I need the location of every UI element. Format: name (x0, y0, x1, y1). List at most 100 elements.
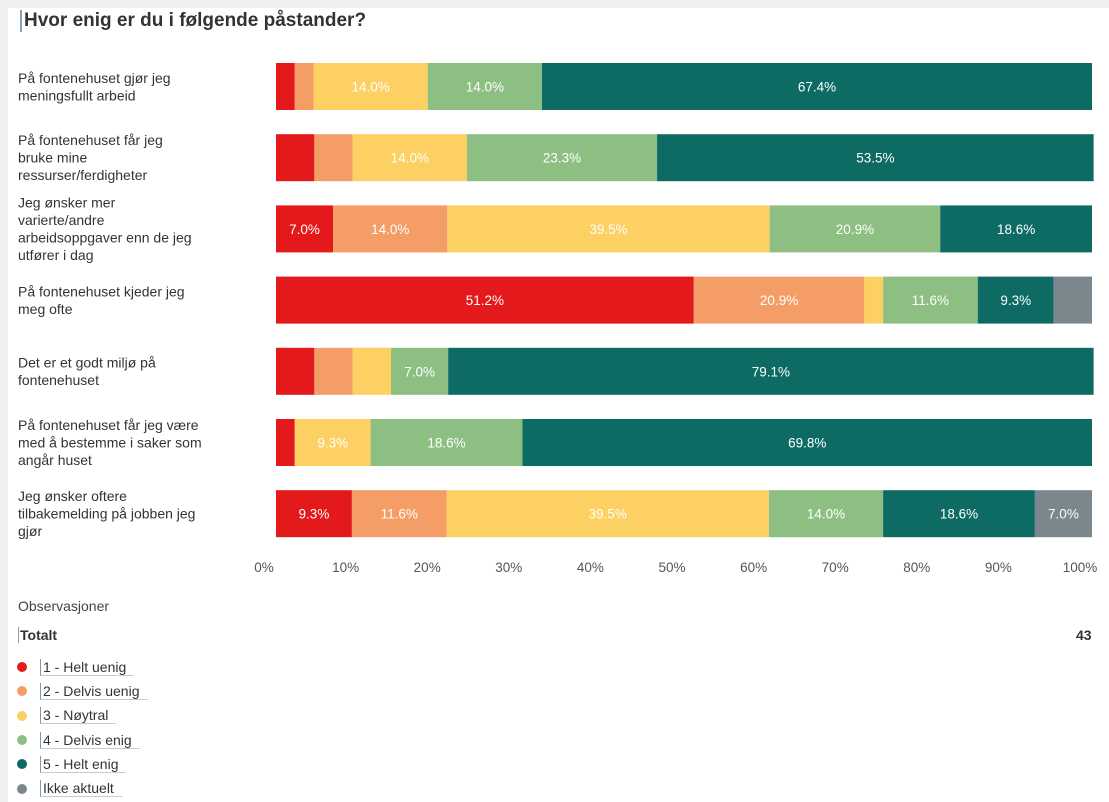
bar-value-label: 7.0% (404, 364, 435, 379)
bar-segment (351, 490, 447, 538)
bar-value-label: 14.0% (352, 80, 390, 95)
bar-value-label: 20.9% (760, 293, 798, 308)
bar-value-label: 11.6% (381, 507, 418, 522)
legend-item: Ikke aktuelt (17, 776, 148, 800)
legend-label: Ikke aktuelt (40, 780, 122, 798)
bar-value-label: 9.3% (317, 436, 348, 451)
bar-segment (370, 419, 523, 466)
bar-value-label: 53.5% (856, 151, 894, 166)
x-tick-label: 30% (495, 560, 522, 575)
bar-value-label: 9.3% (1000, 293, 1031, 308)
legend-color-dot (17, 783, 27, 794)
row-label: Jeg ønsker mer varierte/andre arbeidsoppga… (18, 195, 192, 264)
x-tick-label: 100% (1063, 560, 1098, 575)
row-label: Det er et godt miljø på fontenehuset (18, 355, 156, 389)
legend-item: 5 - Helt enig (17, 752, 148, 776)
legend-color-dot (17, 710, 27, 721)
legend-item: 2 - Delvis uenig (17, 679, 148, 703)
bar-value-label: 11.6% (912, 293, 949, 308)
bar-row: På fontenehuset gjør jeg meningsfullt arb… (18, 63, 1092, 110)
legend-label: 5 - Helt enig (40, 755, 127, 773)
bar-row: På fontenehuset kjeder jeg meg ofte 51.2% 2… (18, 276, 1092, 324)
bar-segment (446, 490, 769, 538)
legend-color-dot (17, 759, 27, 770)
x-tick-label: 70% (822, 560, 849, 575)
bar-segment (276, 205, 334, 253)
bar-value-label: 79.1% (752, 364, 790, 379)
bar-segment (276, 490, 352, 538)
legend-color-dot (17, 686, 27, 697)
observations-heading: Observasjoner (18, 598, 110, 614)
bar-segment (314, 347, 353, 395)
stacked-bar-chart: På fontenehuset gjør jeg meningsfullt arb… (18, 63, 1098, 575)
bar-segment (883, 276, 978, 324)
bar-segment (314, 134, 353, 182)
bar-segment (276, 134, 315, 182)
row-label: På fontenehuset får jeg bruke mine ressurs… (18, 132, 163, 183)
bar-segment (391, 347, 449, 395)
legend: 1 - Helt uenig 2 - Delvis uenig 3 - Nøytra… (17, 655, 148, 801)
legend-item: 1 - Helt uenig (17, 655, 148, 679)
bar-segment (522, 419, 1092, 466)
bar-value-label: 14.0% (466, 80, 504, 95)
bar-segment (276, 419, 295, 466)
row-label: På fontenehuset kjeder jeg meg ofte (18, 283, 185, 317)
chart-title: Hvor enig er du i følgende påstander? (20, 10, 366, 32)
bar-value-label: 18.6% (427, 436, 465, 451)
bar-segment (1034, 490, 1092, 538)
bar-value-label: 51.2% (466, 293, 504, 308)
bar-segment (657, 134, 1094, 182)
bar-segment (864, 276, 884, 324)
x-tick-label: 90% (985, 560, 1012, 575)
bar-segment (883, 490, 1035, 538)
bar-value-label: 9.3% (299, 507, 330, 522)
legend-item: 3 - Nøytral (17, 704, 148, 728)
bar-segment (447, 205, 770, 253)
legend-label: 4 - Delvis enig (40, 731, 140, 749)
bar-segment (427, 63, 543, 110)
bar-segment (769, 205, 941, 253)
legend-label: 3 - Nøytral (40, 707, 117, 725)
bar-value-label: 67.4% (798, 80, 836, 95)
bar-row: På fontenehuset får jeg bruke mine ressurs… (18, 132, 1094, 183)
legend-color-dot (17, 735, 27, 746)
bar-value-label: 14.0% (807, 507, 845, 522)
bar-value-label: 14.0% (391, 151, 429, 166)
bar-value-label: 23.3% (543, 151, 581, 166)
x-tick-label: 10% (332, 560, 359, 575)
bar-segment (276, 347, 315, 395)
bar-row: På fontenehuset får jeg være med å bestem… (18, 417, 1092, 468)
bar-segment (977, 276, 1054, 324)
bar-segment (276, 63, 295, 110)
bar-segment (352, 347, 392, 395)
bar-value-label: 20.9% (836, 222, 874, 237)
bar-value-label: 39.5% (589, 222, 627, 237)
bar-segment (276, 276, 694, 324)
bar-segment (448, 347, 1094, 395)
bar-segment (940, 205, 1092, 253)
bar-segment (542, 63, 1092, 110)
bar-value-label: 18.6% (940, 507, 978, 522)
x-tick-label: 50% (658, 560, 685, 575)
bar-value-label: 69.8% (788, 436, 826, 451)
bar-row: Jeg ønsker oftere tilbakemelding på jobbe… (18, 488, 1092, 539)
bar-segment (1053, 276, 1092, 324)
bar-segment (294, 419, 371, 466)
bar-segment (333, 205, 448, 253)
totals-value: 43 (1076, 627, 1092, 643)
bar-value-label: 18.6% (997, 222, 1035, 237)
row-label: På fontenehuset gjør jeg meningsfullt arb… (18, 70, 171, 104)
x-tick-label: 40% (577, 560, 604, 575)
bar-segment (768, 490, 884, 538)
bar-value-label: 7.0% (289, 222, 320, 237)
totals-label: Totalt (18, 627, 58, 643)
bar-segment (294, 63, 314, 110)
legend-label: 2 - Delvis uenig (40, 682, 148, 700)
x-tick-label: 60% (740, 560, 767, 575)
bar-value-label: 14.0% (371, 222, 409, 237)
bar-segment (466, 134, 658, 182)
x-tick-label: 80% (903, 560, 930, 575)
bar-value-label: 39.5% (589, 507, 627, 522)
legend-label: 1 - Helt uenig (40, 658, 135, 676)
bar-row: Det er et godt miljø på fontenehuset 7.0% 7… (18, 347, 1094, 395)
